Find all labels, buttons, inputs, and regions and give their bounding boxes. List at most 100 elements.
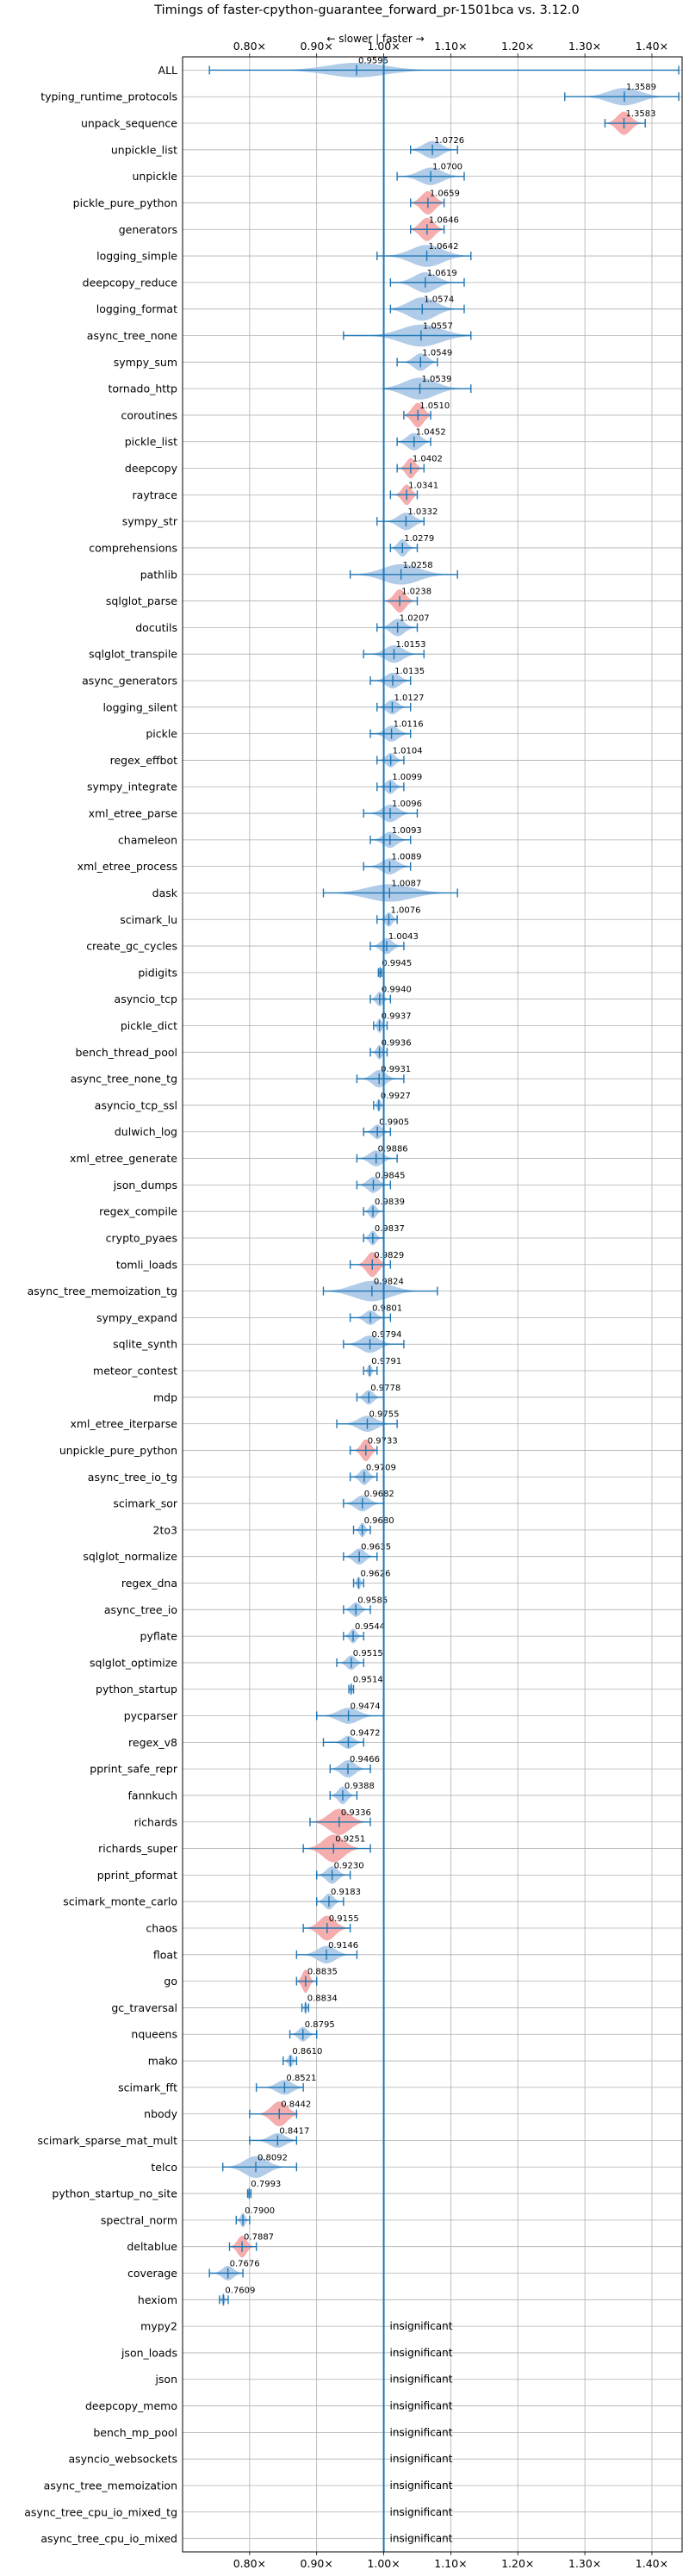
value-label: 0.9515 [353, 1649, 383, 1658]
benchmark-label: deepcopy_memo [85, 2399, 177, 2412]
insignificant-label: insignificant [390, 2506, 453, 2518]
value-label: 1.0089 [391, 853, 421, 862]
benchmark-label: go [164, 1975, 177, 1988]
benchmark-label: async_generators [82, 675, 177, 688]
value-label: 0.9945 [382, 959, 412, 968]
benchmark-label: bench_thread_pool [75, 1046, 177, 1059]
benchmark-label: unpickle_pure_python [59, 1444, 177, 1457]
plot-border [182, 56, 683, 2553]
value-label: 0.9709 [366, 1463, 396, 1472]
benchmark-label: logging_simple [96, 250, 177, 263]
value-label: 0.9845 [375, 1171, 405, 1180]
benchmark-label: async_tree_none [87, 329, 178, 342]
value-label: 1.0574 [424, 296, 454, 305]
benchmark-label: comprehensions [89, 541, 177, 554]
benchmark-label: async_tree_cpu_io_mixed [40, 2532, 177, 2545]
benchmark-label: xml_etree_iterparse [70, 1417, 177, 1430]
top-tick-label: 1.20× [501, 40, 534, 53]
benchmark-label: async_tree_io [104, 1603, 177, 1616]
benchmark-labels: ALL typing_runtime_protocols unpack_sequen… [24, 64, 178, 2545]
bottom-tick-label: 1.00× [367, 2557, 400, 2570]
benchmark-label: tornado_http [108, 383, 177, 395]
value-label: 1.0341 [408, 481, 438, 490]
benchmark-label: bench_mp_pool [93, 2426, 177, 2439]
benchmark-label: pycparser [124, 1709, 178, 1722]
value-label: 0.9824 [374, 1278, 404, 1287]
value-label: 1.0153 [395, 640, 425, 650]
value-label: 0.9155 [329, 1914, 359, 1924]
benchmark-label: scimark_sparse_mat_mult [38, 2134, 178, 2147]
bottom-tick-label: 1.40× [636, 2557, 668, 2570]
bottom-tick-label: 1.10× [434, 2557, 467, 2570]
benchmark-label: crypto_pyaes [106, 1231, 177, 1244]
top-tick-label: 0.90× [301, 40, 333, 53]
benchmark-label: scimark_monte_carlo [63, 1895, 177, 1908]
benchmark-label: hexiom [138, 2293, 177, 2306]
benchmark-label: nqueens [131, 2028, 177, 2041]
value-label: 0.9514 [353, 1676, 383, 1685]
benchmark-label: regex_compile [99, 1205, 177, 1218]
benchmark-label: 2to3 [153, 1523, 177, 1536]
benchmark-label: scimark_sor [113, 1497, 177, 1510]
value-label: 1.0549 [422, 348, 452, 358]
value-label: 1.0043 [388, 932, 419, 942]
value-label: 1.0332 [407, 507, 438, 517]
top-tick-label: 1.40× [636, 40, 668, 53]
value-label: 0.9585 [357, 1596, 388, 1605]
benchmark-label: asyncio_tcp_ssl [95, 1098, 177, 1111]
value-label: 0.8092 [258, 2153, 288, 2162]
benchmark-label: chameleon [118, 833, 177, 846]
benchmark-label: nbody [144, 2107, 177, 2120]
value-label: 1.0279 [404, 534, 434, 544]
value-label: 0.9474 [351, 1702, 381, 1712]
insignificant-label: insignificant [390, 2480, 453, 2492]
benchmark-label: unpickle_list [111, 143, 177, 156]
benchmark-label: sympy_expand [96, 1311, 177, 1324]
value-label: 0.9794 [372, 1330, 402, 1340]
value-label: 1.0135 [394, 667, 425, 676]
value-label: 0.8521 [286, 2074, 316, 2083]
value-label: 1.0539 [422, 375, 452, 384]
value-label: 0.9936 [382, 1038, 412, 1048]
benchmark-label: pyflate [140, 1630, 178, 1643]
insignificant-label: insignificant [390, 2453, 453, 2465]
benchmark-label: asyncio_websockets [68, 2453, 177, 2466]
benchmark-label: mako [148, 2055, 177, 2068]
value-label: 0.9927 [381, 1092, 411, 1101]
value-label: 0.9680 [364, 1516, 394, 1526]
value-label: 0.9635 [361, 1543, 391, 1552]
benchmark-label: deepcopy_reduce [83, 276, 178, 289]
value-label: 1.3583 [626, 109, 656, 119]
value-label: 1.0659 [430, 189, 460, 198]
bottom-tick-label: 0.90× [301, 2557, 333, 2570]
value-label: 0.9336 [341, 1808, 371, 1818]
benchmark-label: pickle_pure_python [73, 196, 177, 209]
top-tick-label: 1.30× [568, 40, 601, 53]
benchmark-label: pickle [146, 727, 177, 740]
value-label: 0.9905 [379, 1118, 409, 1128]
benchmark-label: pickle_dict [121, 1019, 177, 1032]
benchmark-label: dask [152, 887, 178, 899]
insignificant-label: insignificant [390, 2400, 453, 2412]
value-label: 0.9626 [360, 1569, 390, 1578]
value-label: 1.0510 [419, 401, 450, 411]
benchmark-label: meteor_contest [93, 1365, 177, 1378]
value-label: 0.9839 [375, 1198, 405, 1207]
benchmark-label: python_startup [96, 1683, 177, 1696]
value-label: 0.9251 [335, 1835, 365, 1845]
benchmark-label: regex_v8 [128, 1736, 177, 1749]
benchmark-label: ALL [158, 64, 178, 77]
benchmark-label: pprint_pformat [97, 1869, 177, 1882]
value-label: 1.0076 [390, 905, 420, 915]
benchmark-label: coroutines [121, 408, 177, 421]
benchmark-label: sqlglot_normalize [83, 1550, 177, 1563]
value-label: 0.9940 [382, 986, 412, 995]
chart-title: Timings of faster-cpython-guarantee_forw… [153, 3, 580, 17]
value-label: 0.9595 [358, 56, 388, 65]
benchmark-label: pickle_list [125, 435, 177, 448]
benchmark-label: pprint_safe_repr [90, 1763, 178, 1776]
benchmark-label: sqlite_synth [113, 1338, 177, 1351]
benchmark-label: create_gc_cycles [86, 940, 177, 953]
value-label: 1.0093 [392, 826, 422, 836]
benchmark-label: sqlglot_parse [106, 594, 177, 607]
